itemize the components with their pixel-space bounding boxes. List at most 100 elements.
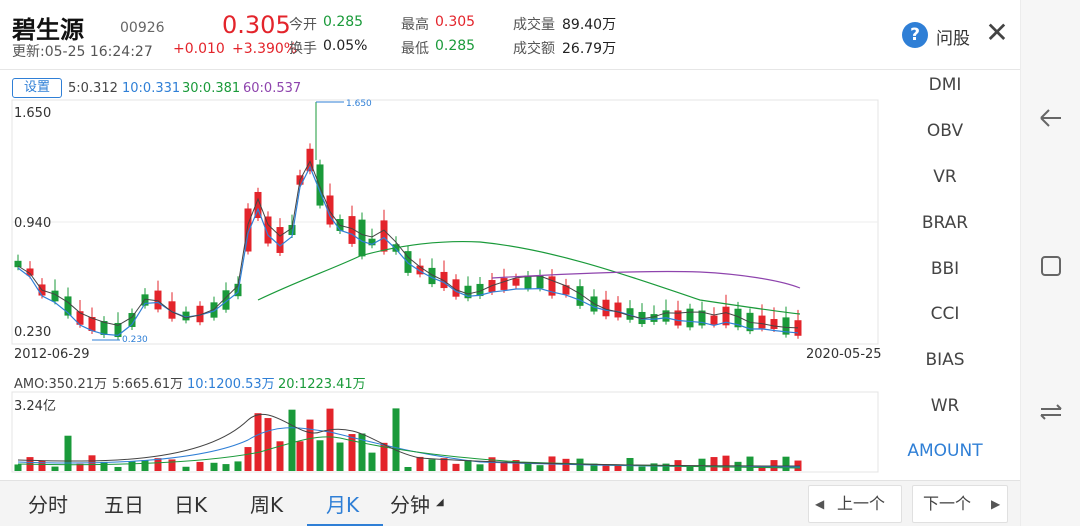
candle-body [416, 265, 424, 275]
prev-icon: ◀ [815, 497, 825, 511]
tab-intraday[interactable]: 分时 [28, 493, 68, 517]
volume-bar [698, 458, 706, 471]
amo5-line [17, 413, 801, 467]
back-arrow-icon[interactable] [1037, 104, 1065, 132]
candle-body [650, 314, 658, 322]
kline-chart[interactable] [0, 0, 880, 480]
min-price-marker: 0.230 [122, 335, 148, 345]
ask-stock-button[interactable]: 问股 [936, 29, 970, 49]
indicator-amount[interactable]: AMOUNT [907, 441, 983, 461]
volume-bar [614, 465, 622, 471]
volume-bar [316, 440, 324, 471]
period-tabs: 分时 五日 日K 周K 月K 分钟 ◢ ◀ 上一个 下一个 ▶ [0, 480, 1020, 526]
tab-daily-k[interactable]: 日K [174, 493, 208, 517]
indicator-bias[interactable]: BIAS [925, 350, 965, 370]
volume-bar [358, 433, 366, 471]
menu-lines-icon[interactable] [1037, 398, 1065, 426]
close-icon[interactable]: ✕ [985, 16, 1009, 49]
volume-bar [722, 455, 730, 471]
current-price: 0.305 [222, 11, 291, 39]
candle-body [722, 306, 730, 326]
candle-body [244, 208, 252, 252]
volume-bar [524, 463, 532, 471]
tab-monthly-k[interactable]: 月K [326, 493, 360, 517]
candle-body [154, 290, 162, 310]
volume-bar [64, 435, 72, 471]
volume-bar [758, 466, 766, 471]
tab-five-day[interactable]: 五日 [104, 493, 144, 517]
candle-body [326, 195, 334, 225]
volume-bar [380, 442, 388, 471]
indicator-brar[interactable]: BRAR [921, 213, 969, 233]
volume-bar [254, 413, 262, 471]
volume-bar [368, 452, 376, 471]
active-tab-underline [307, 524, 383, 526]
candle-body [380, 220, 388, 252]
next-stock-button[interactable]: 下一个 ▶ [912, 485, 1008, 523]
ma5-label: 5:0.312 [68, 81, 118, 96]
candle-body [168, 301, 176, 319]
candle-body [64, 296, 72, 316]
next-icon: ▶ [991, 497, 1001, 511]
system-nav-strip [1020, 0, 1080, 526]
volume-bar [288, 409, 296, 471]
volume-bar [404, 466, 412, 471]
price-change: +0.010 [173, 41, 225, 57]
candle-body [182, 311, 190, 321]
candle-body [626, 308, 634, 320]
candle-body [602, 299, 610, 317]
candle-body [358, 219, 366, 257]
stat-label-volume: 成交量 [513, 17, 555, 33]
volume-bar [638, 466, 646, 471]
candle-body [674, 310, 682, 326]
amo10-line [17, 427, 801, 468]
candle-body [500, 278, 508, 290]
stat-value-amount: 26.79万 [562, 41, 617, 57]
stock-code: 00926 [120, 20, 165, 36]
stat-value-open: 0.285 [323, 14, 364, 30]
candle-body [114, 322, 122, 338]
y-label-max: 1.650 [14, 106, 52, 121]
recent-apps-icon[interactable] [1037, 252, 1065, 280]
volume-bar [428, 459, 436, 471]
tab-weekly-k[interactable]: 周K [250, 493, 284, 517]
ma5-line [17, 160, 799, 329]
volume-bar [536, 465, 544, 471]
candle-body [128, 313, 136, 327]
stat-value-turnover: 0.05% [323, 38, 368, 54]
stat-label-open: 今开 [289, 17, 317, 33]
tab-minute[interactable]: 分钟 [390, 493, 430, 517]
volume-bar [196, 461, 204, 471]
help-icon[interactable]: ? [902, 22, 928, 48]
indicator-vr[interactable]: VR [933, 167, 957, 187]
indicator-obv[interactable]: OBV [926, 121, 964, 141]
volume-bar [512, 460, 520, 471]
ma10-label: 10:0.331 [122, 81, 181, 96]
candle-body [196, 305, 204, 323]
volume-bar [306, 419, 314, 471]
stat-label-high: 最高 [401, 17, 429, 33]
stat-label-low: 最低 [401, 41, 429, 57]
volume-bar [440, 458, 448, 471]
indicator-cci[interactable]: CCI [930, 304, 960, 324]
volume-bar [222, 464, 230, 471]
indicator-dmi[interactable]: DMI [928, 75, 962, 95]
indicator-bbi[interactable]: BBI [930, 259, 960, 279]
amo-label: AMO:350.21万 [14, 377, 107, 392]
indicator-wr[interactable]: WR [930, 396, 960, 416]
settings-button[interactable]: 设置 [12, 78, 62, 98]
candle-body [440, 271, 448, 289]
volume-bar [662, 463, 670, 471]
volume-bar [38, 460, 46, 471]
start-date-label: 2012-06-29 [14, 347, 90, 362]
prev-stock-button[interactable]: ◀ 上一个 [808, 485, 902, 523]
volume-bar [686, 466, 694, 471]
minute-dropdown-icon[interactable]: ◢ [436, 497, 444, 508]
candle-body [452, 279, 460, 297]
candle-body [758, 315, 766, 329]
stat-label-amount: 成交额 [513, 41, 555, 57]
stat-value-high: 0.305 [435, 14, 476, 30]
candle-body [276, 227, 284, 253]
end-date-label: 2020-05-25 [806, 347, 882, 362]
candle-body [524, 275, 532, 289]
